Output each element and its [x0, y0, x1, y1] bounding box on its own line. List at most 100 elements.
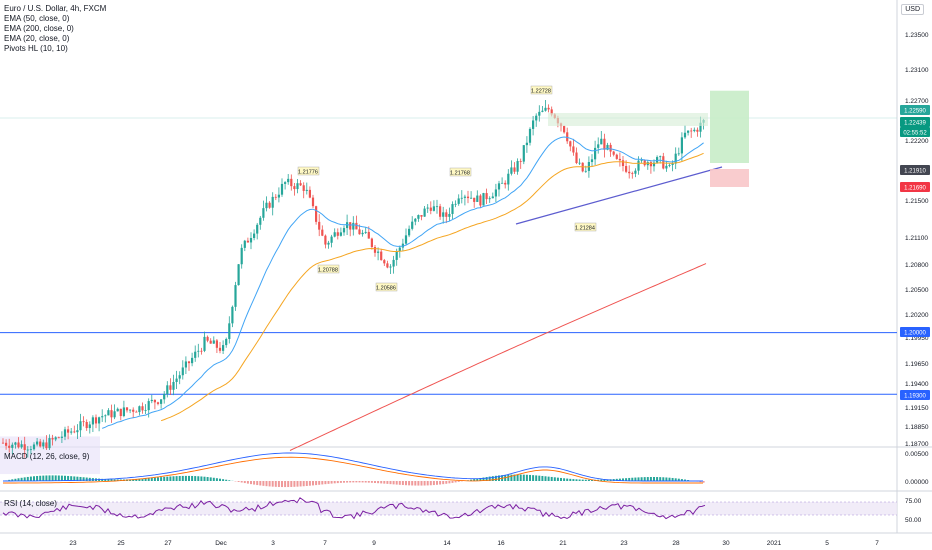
macd-bar: [60, 475, 63, 481]
candle-body: [634, 170, 637, 174]
ema50-line: [160, 152, 704, 422]
candle-body: [414, 218, 417, 222]
candle-body: [122, 407, 125, 417]
macd-bar: [600, 479, 603, 481]
macd-bar: [563, 478, 566, 481]
macd-bar: [215, 478, 218, 481]
macd-bar: [498, 475, 500, 481]
macd-bar: [88, 477, 91, 481]
macd-bar: [184, 475, 187, 481]
macd-bar: [702, 481, 705, 483]
candle-body: [302, 185, 305, 191]
candle-body: [129, 409, 132, 411]
indicator-ema20[interactable]: EMA (20, close, 0): [4, 34, 70, 43]
macd-bar: [293, 481, 296, 487]
macd-bar: [547, 476, 550, 481]
trend-line: [515, 166, 723, 225]
macd-bar: [665, 477, 668, 481]
macd-bar: [327, 481, 330, 484]
macd-bar: [423, 481, 426, 486]
macd-bar: [405, 481, 407, 486]
pivot-label-box: [317, 264, 340, 274]
macd-bar: [135, 479, 138, 481]
price-badge-label: 1.22590: [904, 109, 926, 115]
macd-bar: [439, 481, 442, 485]
candle-body: [268, 202, 271, 208]
macd-bar: [33, 476, 35, 481]
price-badge-label: 02:55:52: [903, 131, 927, 137]
candle-body: [411, 221, 414, 229]
macd-bar: [64, 475, 66, 481]
candle-body: [677, 153, 680, 155]
macd-bar: [395, 481, 398, 485]
candle-body: [426, 207, 429, 209]
macd-bar: [203, 476, 206, 481]
candle-body: [184, 361, 187, 368]
macd-bar: [367, 481, 370, 483]
macd-bar: [284, 481, 287, 488]
candle-body: [333, 232, 336, 237]
macd-bar: [209, 477, 212, 481]
rsi-band: [0, 502, 897, 515]
price-tick-label: 1.21100: [905, 235, 928, 242]
indicator-pivots[interactable]: Pivots HL (10, 10): [4, 44, 68, 53]
macd-line: [3, 452, 703, 482]
macd-bar: [39, 475, 42, 481]
macd-bar: [473, 479, 476, 481]
macd-bar: [101, 478, 104, 481]
macd-bar: [572, 479, 575, 481]
candle-body: [79, 421, 82, 431]
candle-body: [699, 122, 702, 132]
currency-button[interactable]: USD: [901, 4, 924, 15]
macd-bar: [11, 479, 14, 481]
macd-bar: [197, 476, 200, 481]
macd-bar: [634, 477, 637, 481]
macd-bar: [141, 478, 144, 481]
macd-tick-label: 0.00500: [905, 451, 929, 458]
candle-body: [432, 206, 435, 211]
candle-body: [231, 306, 234, 324]
macd-bar: [296, 481, 299, 487]
candle-body: [88, 424, 91, 429]
macd-bar: [522, 474, 525, 481]
time-tick-label: 2021: [767, 540, 782, 547]
macd-bar: [606, 479, 609, 481]
macd-bar: [364, 481, 367, 483]
macd-bar: [560, 477, 562, 481]
macd-bar: [454, 481, 457, 483]
pivot-label: 1.20788: [318, 268, 338, 274]
candle-body: [575, 152, 578, 163]
indicator-ema200[interactable]: EMA (200, close, 0): [4, 24, 74, 33]
candle-body: [51, 438, 54, 440]
candle-body: [153, 399, 156, 403]
candle-body: [32, 444, 36, 450]
macd-bar: [138, 478, 141, 481]
macd-bar: [603, 479, 606, 481]
candle-body: [98, 417, 101, 424]
macd-bar: [584, 479, 587, 481]
candle-body: [237, 264, 240, 286]
macd-bar: [48, 475, 51, 481]
candle-body: [1, 442, 5, 444]
indicator-ema50[interactable]: EMA (50, close, 0): [4, 14, 70, 23]
macd-label[interactable]: MACD (12, 26, close, 9): [4, 452, 90, 461]
macd-bar: [513, 474, 516, 481]
rsi-label[interactable]: RSI (14, close): [4, 499, 57, 508]
candle-body: [488, 198, 491, 200]
candle-body: [439, 206, 442, 217]
candle-body: [60, 436, 63, 438]
candle-body: [606, 144, 609, 150]
candle-body: [150, 399, 153, 402]
candle-body: [386, 263, 389, 268]
candle-body: [349, 222, 352, 230]
candle-body: [572, 146, 575, 153]
macd-bar: [668, 477, 671, 481]
macd-bar: [643, 477, 646, 481]
candle-body: [191, 357, 194, 364]
macd-bar: [268, 481, 271, 487]
time-tick-label: 21: [559, 540, 567, 547]
symbol-title[interactable]: Euro / U.S. Dollar, 4h, FXCM: [4, 4, 107, 13]
candle-body: [535, 115, 538, 121]
candle-body: [271, 196, 274, 208]
